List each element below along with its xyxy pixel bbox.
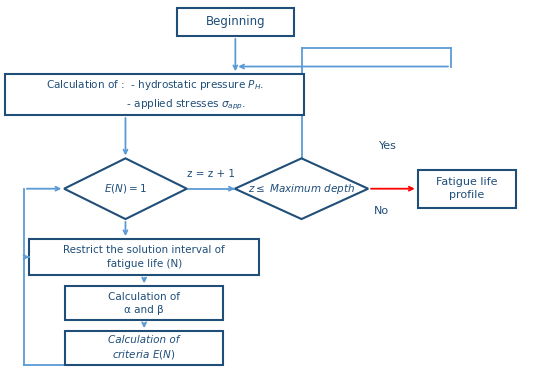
Text: $z \leq$ Maximum depth: $z \leq$ Maximum depth <box>248 182 355 196</box>
Text: z = z + 1: z = z + 1 <box>187 169 235 179</box>
FancyBboxPatch shape <box>30 239 259 275</box>
Text: Calculation of :  - hydrostatic pressure $P_H$.
                   - applied str: Calculation of : - hydrostatic pressure … <box>46 77 264 112</box>
Text: Fatigue life
profile: Fatigue life profile <box>436 177 497 200</box>
Text: Yes: Yes <box>379 141 397 151</box>
Polygon shape <box>235 158 368 219</box>
FancyBboxPatch shape <box>418 170 516 208</box>
FancyBboxPatch shape <box>5 74 304 115</box>
Text: Calculation of
α and β: Calculation of α and β <box>108 292 180 315</box>
Text: No: No <box>374 206 389 216</box>
FancyBboxPatch shape <box>65 331 223 365</box>
Text: Restrict the solution interval of
fatigue life (N): Restrict the solution interval of fatigu… <box>63 245 225 269</box>
FancyBboxPatch shape <box>65 286 223 320</box>
Polygon shape <box>64 158 187 219</box>
Text: Calculation of
criteria $E(N)$: Calculation of criteria $E(N)$ <box>108 335 180 362</box>
Text: $E(N) = 1$: $E(N) = 1$ <box>104 182 147 195</box>
Text: Beginning: Beginning <box>205 15 265 28</box>
FancyBboxPatch shape <box>177 8 294 36</box>
